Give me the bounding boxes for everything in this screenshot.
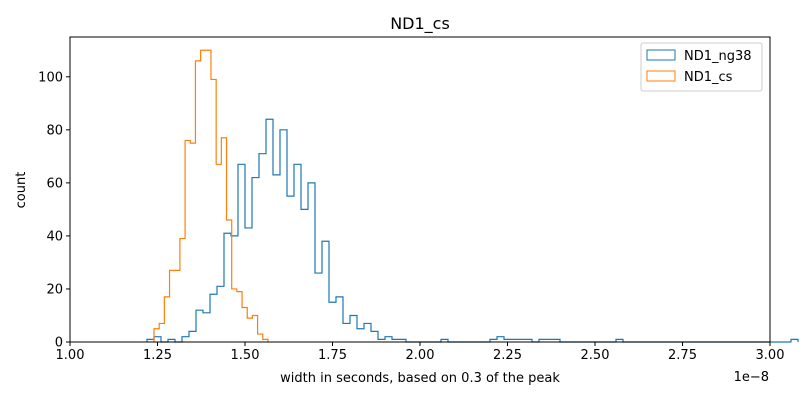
x-axis-offset-label: 1e−8 bbox=[734, 370, 769, 385]
y-tick-label: 0 bbox=[55, 336, 63, 351]
y-tick-label: 60 bbox=[46, 176, 63, 191]
y-tick-label: 40 bbox=[46, 229, 63, 244]
x-tick-label: 1.25 bbox=[143, 348, 172, 363]
chart-title: ND1_cs bbox=[390, 14, 450, 34]
legend-label-nd1-cs: ND1_cs bbox=[684, 70, 733, 85]
y-axis: 0 20 40 60 80 100 bbox=[38, 70, 70, 351]
y-axis-label: count bbox=[14, 172, 29, 209]
y-tick-label: 20 bbox=[46, 282, 63, 297]
histogram-series-nd1-cs bbox=[153, 49, 269, 342]
legend-label-nd1-ng38: ND1_ng38 bbox=[684, 49, 752, 64]
y-tick-label: 100 bbox=[38, 70, 63, 85]
legend-swatch-nd1-ng38 bbox=[646, 49, 676, 61]
histogram-series-nd1-ng38 bbox=[146, 118, 799, 343]
x-tick-label: 1.75 bbox=[318, 348, 347, 363]
x-tick-label: 3.00 bbox=[756, 348, 785, 363]
x-tick-label: 2.75 bbox=[668, 348, 697, 363]
x-axis-label: width in seconds, based on 0.3 of the pe… bbox=[280, 371, 560, 386]
x-tick-label: 2.00 bbox=[406, 348, 435, 363]
y-tick-label: 80 bbox=[46, 123, 63, 138]
legend-box bbox=[640, 42, 763, 92]
x-tick-label: 2.25 bbox=[493, 348, 522, 363]
x-tick-label: 1.50 bbox=[231, 348, 260, 363]
x-tick-label: 2.50 bbox=[581, 348, 610, 363]
x-axis: 1.00 1.25 1.50 1.75 2.00 2.25 2.50 2.75 3.00 bbox=[56, 342, 785, 363]
legend: ND1_ng38 ND1_cs bbox=[640, 42, 763, 92]
legend-swatch-nd1-cs bbox=[646, 70, 676, 82]
x-tick-label: 1.00 bbox=[56, 348, 85, 363]
plot-area bbox=[146, 49, 799, 343]
